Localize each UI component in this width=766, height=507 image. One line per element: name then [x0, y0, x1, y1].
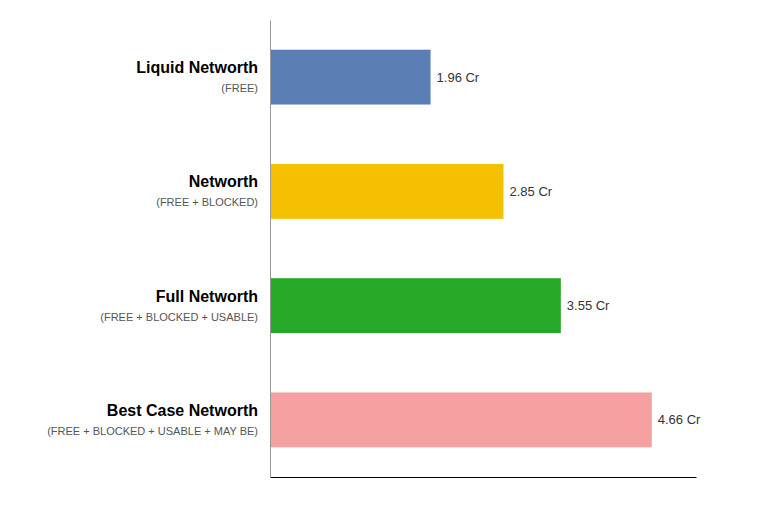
x-axis — [271, 477, 697, 478]
subtitle: (FREE + BLOCKED) — [156, 196, 258, 208]
chart-container: Liquid Networth Networth Full Networth Best… — [0, 0, 766, 507]
chart-svg: Liquid Networth Networth Full Networth Best… — [0, 0, 766, 507]
y-tick: Full Networth — [156, 288, 270, 306]
plot-area: Liquid Networth Networth Full Networth Best… — [47, 21, 701, 478]
data-label: 2.85 Cr — [509, 184, 552, 199]
data-label: 3.55 Cr — [567, 298, 610, 313]
bars — [270, 50, 652, 448]
y-tick: Liquid Networth — [136, 59, 270, 77]
bar — [270, 392, 652, 447]
x-axis-line — [271, 477, 697, 478]
y-tick: Best Case Networth — [107, 402, 270, 420]
category-label: Best Case Networth — [107, 402, 258, 419]
category-label: Full Networth — [156, 288, 258, 305]
y-axis-line — [270, 21, 271, 478]
data-label: 1.96 Cr — [437, 70, 480, 85]
subtitle: (FREE + BLOCKED + USABLE + MAY BE) — [47, 425, 258, 437]
subtitle: (FREE) — [221, 82, 258, 94]
y-axis: Liquid Networth Networth Full Networth Best… — [107, 21, 271, 478]
subtitles: (FREE) (FREE + BLOCKED) (FREE + BLOCKED + … — [47, 82, 258, 437]
category-label: Networth — [189, 173, 258, 190]
bar — [270, 278, 561, 333]
data-label: 4.66 Cr — [658, 412, 701, 427]
bar — [270, 164, 503, 219]
data-labels: 1.96 Cr 2.85 Cr 3.55 Cr 4.66 Cr — [437, 70, 701, 428]
y-tick: Networth — [189, 173, 270, 191]
subtitle: (FREE + BLOCKED + USABLE) — [100, 311, 258, 323]
category-label: Liquid Networth — [136, 59, 258, 76]
bar — [270, 50, 431, 105]
